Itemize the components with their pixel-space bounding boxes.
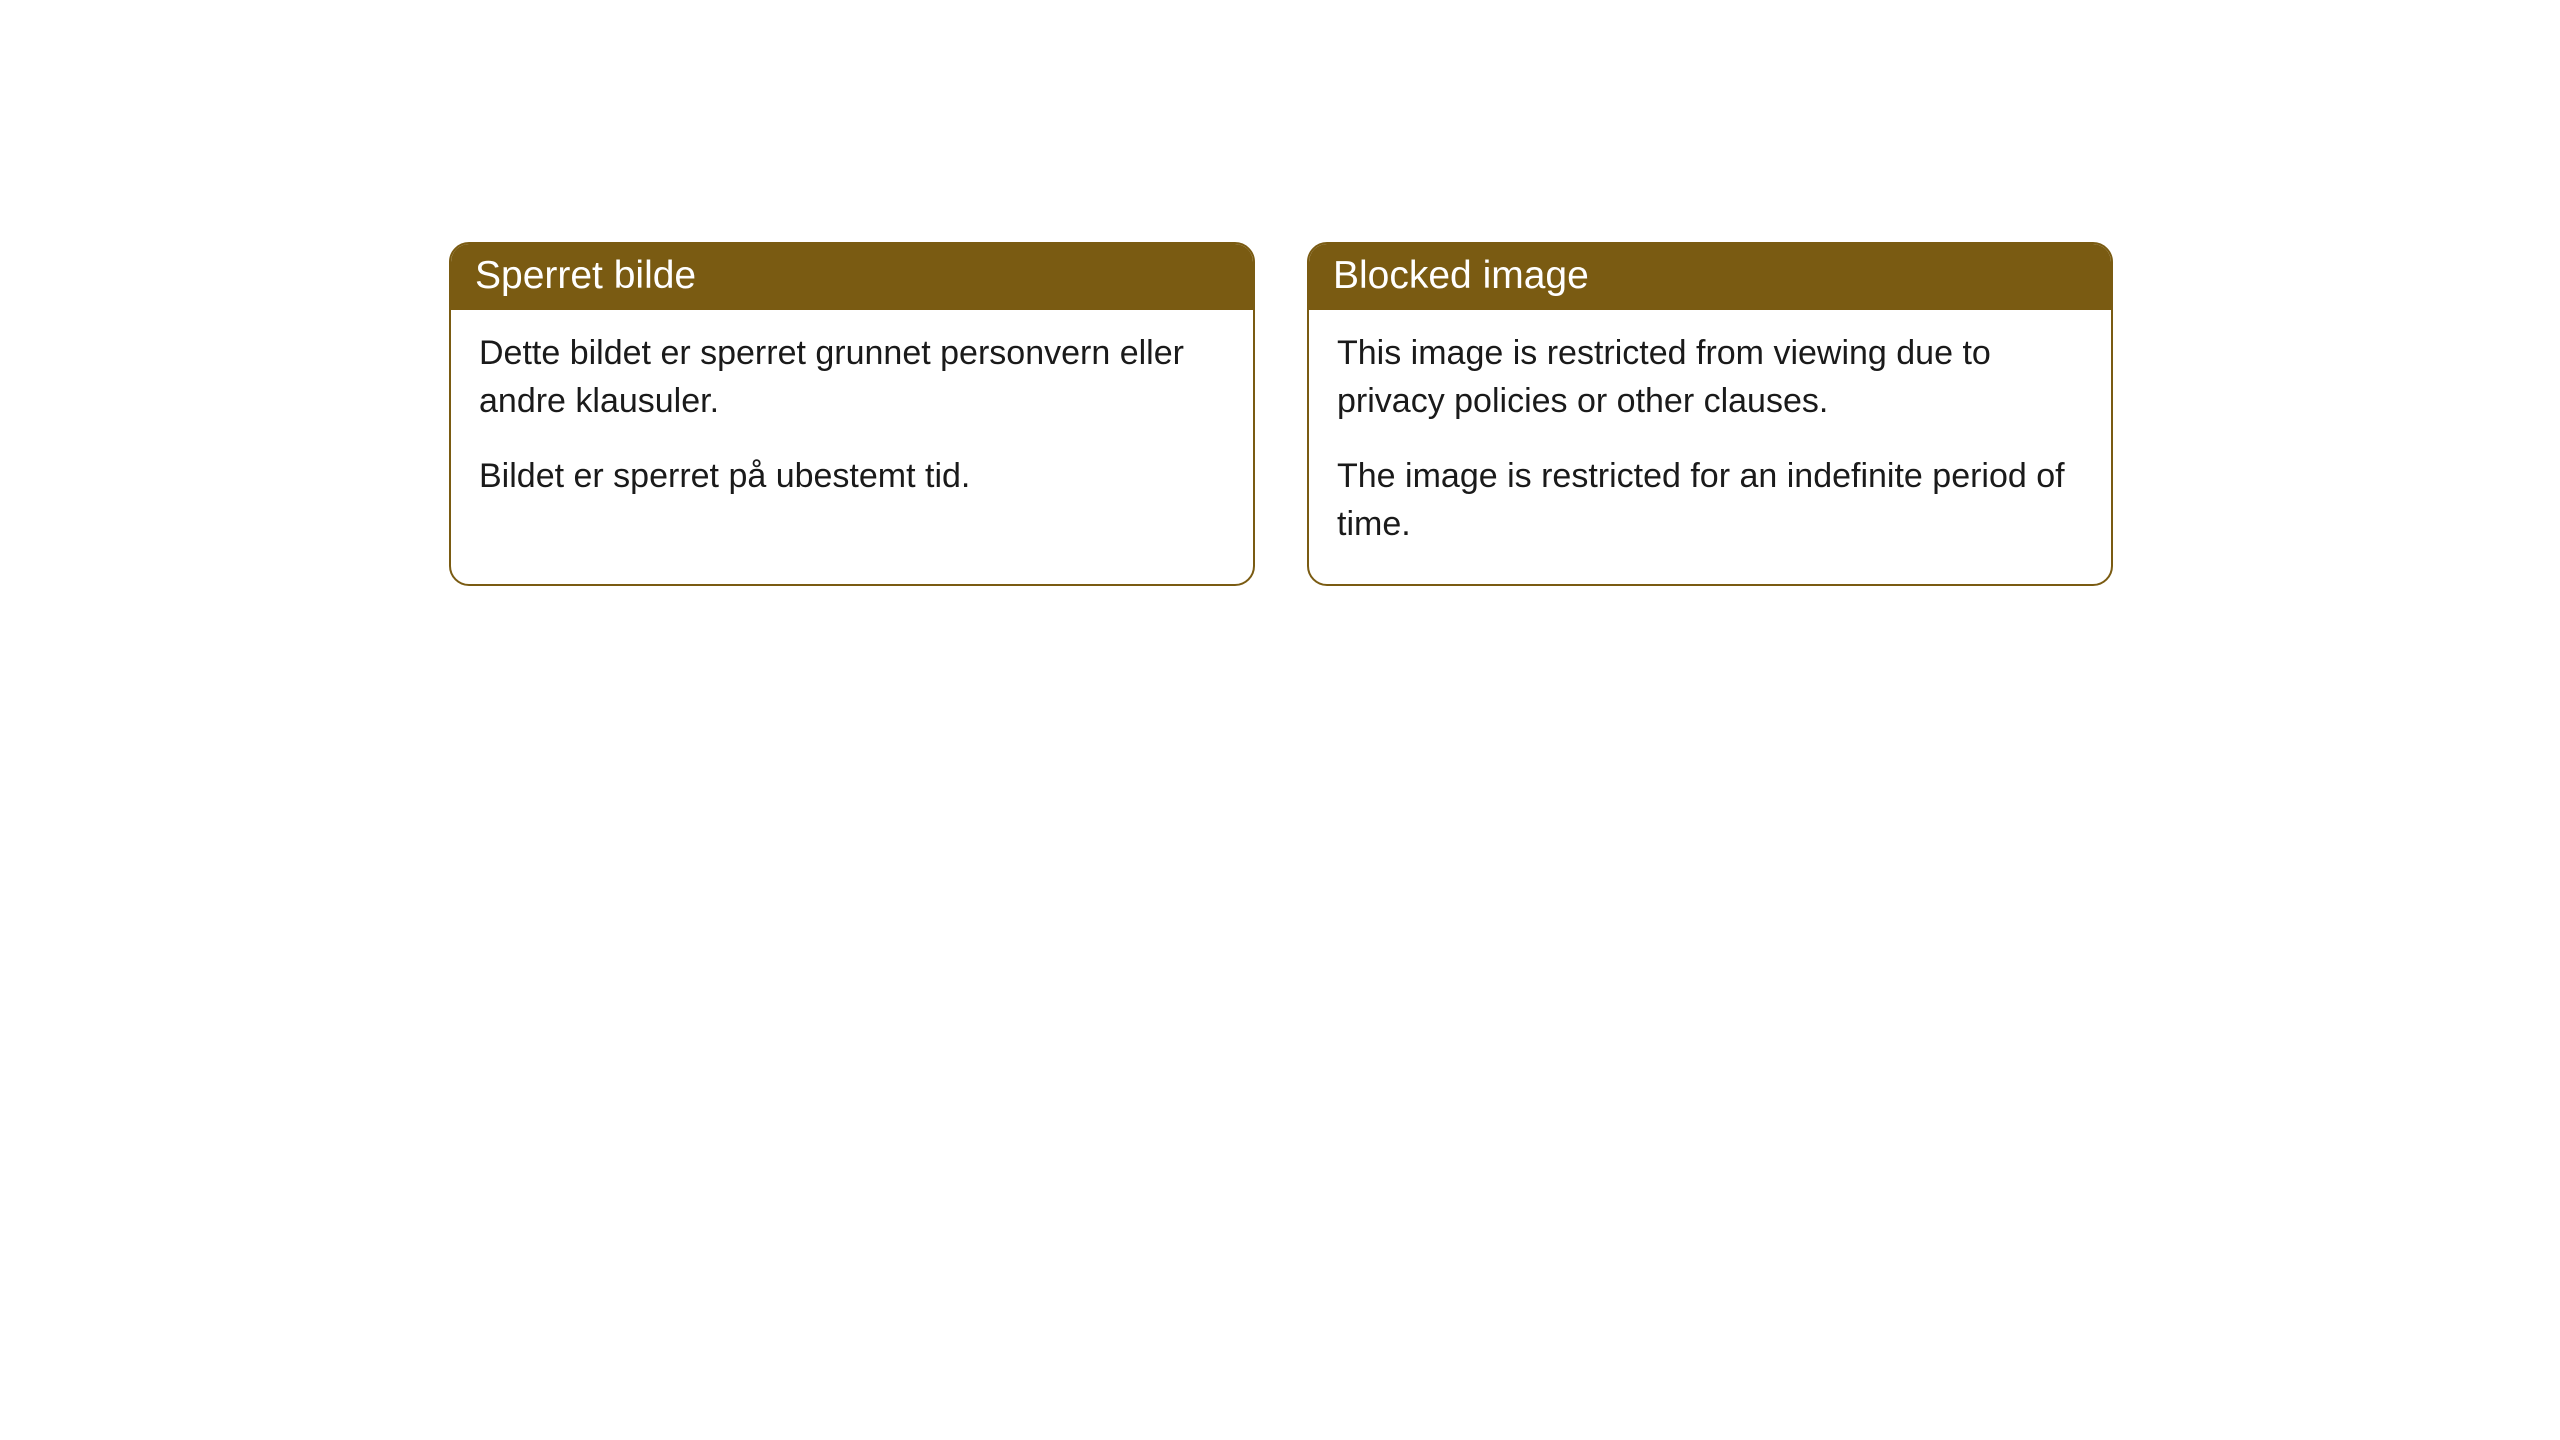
card-header: Sperret bilde xyxy=(451,244,1253,310)
card-body: Dette bildet er sperret grunnet personve… xyxy=(451,310,1253,537)
card-paragraph: Bildet er sperret på ubestemt tid. xyxy=(479,453,1225,501)
notice-card-english: Blocked image This image is restricted f… xyxy=(1307,242,2113,586)
card-paragraph: This image is restricted from viewing du… xyxy=(1337,330,2083,425)
card-paragraph: Dette bildet er sperret grunnet personve… xyxy=(479,330,1225,425)
card-paragraph: The image is restricted for an indefinit… xyxy=(1337,453,2083,548)
card-header: Blocked image xyxy=(1309,244,2111,310)
notice-container: Sperret bilde Dette bildet er sperret gr… xyxy=(0,0,2560,586)
card-title: Blocked image xyxy=(1333,254,1589,297)
card-title: Sperret bilde xyxy=(475,254,696,297)
notice-card-norwegian: Sperret bilde Dette bildet er sperret gr… xyxy=(449,242,1255,586)
card-body: This image is restricted from viewing du… xyxy=(1309,310,2111,584)
